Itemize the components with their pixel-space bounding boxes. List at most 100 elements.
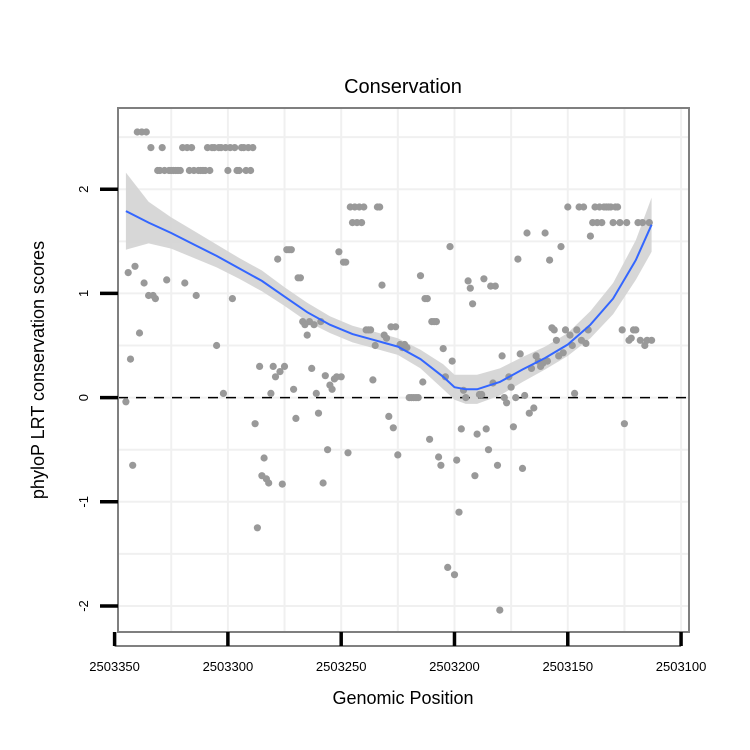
data-point: [414, 394, 422, 402]
data-point: [181, 279, 189, 287]
data-point: [557, 243, 565, 251]
data-point: [163, 276, 171, 284]
data-point: [260, 454, 268, 462]
data-point: [344, 449, 352, 457]
data-point: [457, 425, 465, 433]
smooth-curve: [125, 210, 653, 391]
data-point: [147, 144, 155, 152]
data-point: [367, 326, 375, 334]
data-point: [552, 336, 561, 344]
data-point: [342, 258, 350, 266]
y-axis-title: phyloP LRT conservation scores: [28, 241, 48, 499]
data-point: [444, 563, 452, 572]
data-point: [455, 508, 463, 516]
data-point: [469, 300, 477, 308]
smooth-curve-layer: [125, 210, 653, 391]
data-point: [435, 453, 443, 461]
data-point: [256, 362, 264, 370]
panel-border: [117, 107, 690, 633]
chart-title: Conservation: [344, 76, 462, 98]
data-point: [360, 203, 368, 211]
data-point: [135, 329, 144, 337]
data-point: [632, 326, 640, 334]
data-point: [321, 372, 329, 380]
data-point: [473, 430, 481, 438]
data-point: [328, 385, 336, 393]
y-tick-label: -2: [76, 600, 91, 612]
data-point: [525, 409, 533, 417]
data-point: [623, 219, 631, 227]
data-point: [324, 446, 332, 454]
data-point: [561, 326, 570, 334]
data-point: [392, 323, 400, 331]
data-point: [394, 451, 402, 459]
data-point: [337, 373, 345, 381]
data-points: [122, 128, 656, 614]
data-point: [627, 334, 635, 342]
x-tick-label: 2503300: [203, 659, 254, 674]
data-point: [140, 279, 148, 287]
data-point: [389, 424, 397, 432]
data-point: [507, 383, 515, 391]
data-point: [614, 203, 622, 211]
data-point: [296, 274, 304, 282]
data-point: [416, 272, 425, 280]
data-point: [559, 349, 567, 357]
data-point: [648, 336, 656, 344]
data-point: [292, 414, 300, 422]
data-point: [618, 326, 626, 334]
data-point: [271, 373, 280, 381]
y-tick-label: 1: [76, 290, 91, 297]
data-point: [382, 334, 391, 342]
data-point: [423, 295, 431, 303]
data-point: [213, 341, 221, 350]
data-point: [235, 166, 243, 175]
data-point: [371, 341, 379, 350]
data-point: [432, 318, 440, 326]
data-point: [543, 357, 552, 365]
data-point: [450, 571, 459, 579]
data-point: [122, 398, 130, 406]
data-point: [231, 144, 239, 152]
data-point: [514, 255, 522, 263]
data-point: [437, 461, 445, 469]
data-point: [446, 243, 454, 251]
data-point: [541, 229, 549, 237]
data-point: [206, 166, 214, 175]
data-point: [620, 420, 629, 428]
data-point: [609, 219, 617, 227]
data-point: [319, 479, 327, 487]
data-point: [496, 606, 504, 614]
data-point: [312, 389, 320, 397]
data-point: [471, 472, 479, 480]
data-point: [269, 362, 277, 370]
data-point: [253, 524, 261, 532]
data-point: [158, 144, 166, 152]
x-tick-label: 2503200: [429, 659, 480, 674]
x-tick-label: 2503100: [656, 659, 707, 674]
data-point: [247, 166, 255, 175]
x-tick-label: 2503350: [89, 659, 140, 674]
data-point: [478, 390, 486, 399]
data-point: [151, 295, 159, 303]
x-axis-title: Genomic Position: [332, 688, 473, 708]
data-point: [276, 368, 284, 376]
data-point: [464, 277, 472, 285]
data-point: [142, 128, 150, 136]
data-point: [564, 203, 572, 211]
data-point: [126, 355, 135, 363]
data-point: [124, 269, 132, 277]
data-point: [265, 479, 273, 487]
data-point: [568, 341, 576, 350]
data-point: [586, 232, 595, 240]
data-point: [378, 281, 386, 289]
data-point: [426, 435, 434, 443]
data-point: [358, 219, 366, 227]
data-point: [498, 352, 506, 360]
data-point: [439, 345, 447, 353]
data-point: [278, 480, 286, 488]
data-point: [251, 420, 259, 428]
data-point: [530, 404, 538, 412]
data-point: [314, 409, 323, 417]
